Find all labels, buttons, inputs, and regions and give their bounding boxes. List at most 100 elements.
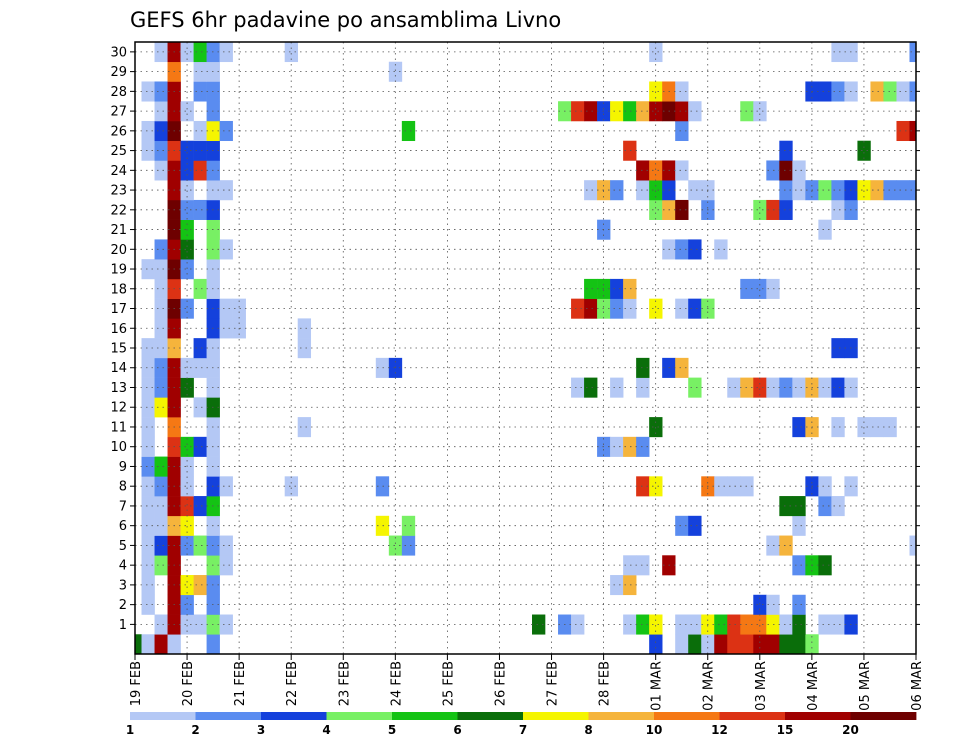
heatmap-cell bbox=[688, 515, 702, 536]
heatmap-cell bbox=[193, 81, 207, 102]
colorbar-label: 8 bbox=[584, 723, 592, 737]
heatmap-cell bbox=[232, 298, 246, 319]
chart-title: GEFS 6hr padavine po ansamblima Livno bbox=[130, 8, 561, 32]
heatmap-cell bbox=[779, 180, 793, 201]
y-tick-label: 4 bbox=[119, 559, 127, 574]
heatmap-cell bbox=[141, 456, 155, 477]
heatmap-cell bbox=[180, 180, 194, 201]
colorbar-swatch bbox=[261, 712, 327, 720]
heatmap-cell bbox=[766, 199, 780, 220]
heatmap-cell bbox=[219, 614, 233, 635]
heatmap-cell bbox=[753, 101, 767, 122]
heatmap-cell bbox=[649, 180, 663, 201]
y-tick-label: 10 bbox=[110, 440, 127, 455]
heatmap-cell bbox=[766, 594, 780, 615]
heatmap-cell bbox=[818, 219, 832, 240]
heatmap-cell bbox=[779, 496, 793, 517]
heatmap-cell bbox=[818, 614, 832, 635]
heatmap-cell bbox=[610, 575, 624, 596]
x-tick-label: 21 FEB bbox=[233, 661, 248, 706]
y-tick-label: 3 bbox=[119, 578, 127, 593]
heatmap-cell bbox=[610, 101, 624, 122]
heatmap-cell bbox=[584, 377, 598, 398]
heatmap-cell bbox=[206, 634, 220, 655]
heatmap-cell bbox=[623, 575, 637, 596]
heatmap-cell bbox=[636, 101, 650, 122]
heatmap-cell bbox=[141, 357, 155, 378]
heatmap-cell bbox=[193, 42, 207, 63]
colorbar-swatch bbox=[130, 712, 196, 720]
heatmap-cell bbox=[883, 417, 897, 438]
heatmap-cell bbox=[180, 239, 194, 260]
heatmap-cell bbox=[779, 535, 793, 556]
heatmap-cell bbox=[727, 634, 741, 655]
colorbar-label: 20 bbox=[842, 723, 859, 737]
heatmap-cell bbox=[909, 535, 917, 556]
heatmap-cell bbox=[154, 81, 168, 102]
heatmap-cell bbox=[766, 160, 780, 181]
heatmap-cell bbox=[766, 614, 780, 635]
heatmap-cell bbox=[401, 120, 416, 142]
heatmap-cell bbox=[818, 476, 832, 497]
heatmap-cell bbox=[154, 515, 168, 536]
heatmap-cell bbox=[154, 377, 168, 398]
heatmap-cell bbox=[193, 160, 207, 181]
heatmap-cell bbox=[141, 535, 155, 556]
heatmap-cell bbox=[180, 535, 194, 556]
heatmap-cell bbox=[714, 614, 728, 635]
colorbar-label: 7 bbox=[519, 723, 527, 737]
heatmap-cell bbox=[818, 496, 832, 517]
heatmap-cell bbox=[831, 180, 845, 201]
heatmap-cell bbox=[154, 634, 168, 655]
heatmap-cell bbox=[766, 535, 780, 556]
heatmap-cell bbox=[584, 278, 598, 299]
heatmap-cell bbox=[180, 259, 194, 280]
heatmap-cell bbox=[792, 555, 806, 576]
heatmap-cell bbox=[180, 436, 194, 457]
heatmap-cell bbox=[141, 397, 155, 418]
y-tick-label: 5 bbox=[119, 539, 127, 554]
heatmap-cell bbox=[649, 634, 663, 655]
heatmap-cell bbox=[167, 634, 181, 655]
heatmap-cell bbox=[180, 298, 194, 319]
colorbar-swatch bbox=[588, 712, 655, 720]
heatmap-cell bbox=[193, 338, 207, 359]
heatmap-cell bbox=[610, 180, 624, 201]
heatmap-cell bbox=[688, 239, 702, 260]
heatmap-cell bbox=[180, 101, 194, 122]
heatmap-cell bbox=[297, 318, 312, 339]
y-tick-label: 19 bbox=[110, 263, 127, 278]
heatmap-cell bbox=[193, 614, 207, 635]
heatmap-cell bbox=[818, 81, 832, 102]
heatmap-cell bbox=[831, 614, 845, 635]
heatmap-cell bbox=[141, 515, 155, 536]
heatmap-cell bbox=[141, 259, 155, 280]
heatmap-cell bbox=[180, 476, 194, 497]
heatmap-cell bbox=[714, 634, 728, 655]
heatmap-cell bbox=[571, 101, 585, 122]
x-tick-label: 03 MAR bbox=[754, 661, 769, 711]
heatmap-cell bbox=[909, 180, 917, 201]
heatmap-cell bbox=[753, 634, 767, 655]
heatmap-cell bbox=[532, 614, 546, 635]
heatmap-cell bbox=[388, 61, 403, 82]
heatmap-cell bbox=[831, 496, 845, 517]
heatmap-cell bbox=[688, 101, 702, 122]
heatmap-cell bbox=[831, 377, 845, 398]
x-tick-label: 26 FEB bbox=[494, 661, 509, 706]
heatmap-cell bbox=[219, 180, 233, 201]
heatmap-cell bbox=[649, 298, 663, 319]
heatmap-cell bbox=[753, 199, 767, 220]
heatmap-cell bbox=[688, 377, 702, 398]
heatmap-cell bbox=[766, 634, 780, 655]
heatmap-cell bbox=[154, 239, 168, 260]
x-tick-label: 19 FEB bbox=[129, 661, 144, 706]
heatmap-cell bbox=[623, 278, 637, 299]
y-tick-label: 9 bbox=[119, 460, 127, 475]
heatmap-cell bbox=[779, 140, 793, 161]
heatmap-cell bbox=[623, 436, 637, 457]
heatmap-cell bbox=[870, 180, 884, 201]
heatmap-cell bbox=[636, 476, 650, 497]
heatmap-cell bbox=[388, 535, 403, 556]
